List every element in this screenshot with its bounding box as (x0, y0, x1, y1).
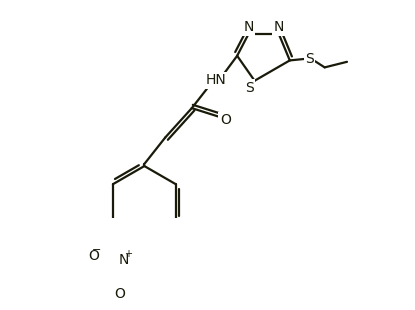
Text: S: S (244, 81, 254, 95)
Text: S: S (305, 52, 314, 66)
Text: −: − (92, 246, 102, 255)
Text: N: N (273, 20, 284, 34)
Text: N: N (243, 20, 254, 34)
Text: +: + (124, 249, 132, 259)
Text: O: O (89, 249, 100, 263)
Text: O: O (115, 287, 125, 301)
Text: N: N (118, 253, 129, 267)
Text: O: O (220, 113, 231, 127)
Text: HN: HN (206, 73, 227, 87)
